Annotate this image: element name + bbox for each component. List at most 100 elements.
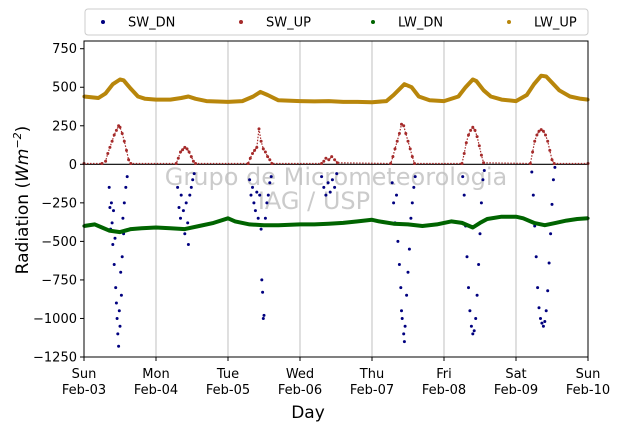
legend-label: SW_UP bbox=[266, 16, 311, 31]
data-point bbox=[129, 227, 133, 231]
data-point bbox=[255, 190, 259, 194]
data-point bbox=[477, 263, 481, 266]
data-point bbox=[534, 255, 538, 259]
data-point bbox=[125, 148, 128, 152]
watermark: Grupo de Micrometeorologia IAG / USP bbox=[165, 163, 507, 215]
data-point bbox=[554, 221, 558, 225]
data-point bbox=[276, 223, 280, 227]
data-point bbox=[194, 97, 198, 101]
data-point bbox=[370, 100, 374, 104]
data-point bbox=[253, 209, 257, 213]
legend-label: LW_UP bbox=[534, 16, 577, 31]
data-point bbox=[106, 152, 110, 155]
data-point bbox=[553, 165, 557, 169]
data-point bbox=[181, 209, 185, 213]
y-tick-label: 500 bbox=[52, 81, 77, 96]
x-tick-label-date: Feb-04 bbox=[134, 383, 178, 398]
series-sw-up bbox=[82, 122, 590, 165]
data-point bbox=[392, 201, 396, 205]
data-point bbox=[248, 156, 252, 160]
data-point bbox=[407, 247, 411, 251]
data-point bbox=[226, 100, 230, 104]
data-point bbox=[541, 324, 545, 328]
data-point bbox=[471, 77, 475, 82]
data-point bbox=[531, 150, 535, 154]
series-line bbox=[83, 214, 589, 235]
data-point bbox=[550, 202, 554, 206]
data-point bbox=[262, 313, 266, 317]
series-lw-up bbox=[82, 73, 590, 105]
data-point bbox=[537, 306, 541, 310]
x-tick-label-date: Feb-05 bbox=[206, 383, 250, 398]
data-point bbox=[251, 185, 254, 189]
data-point bbox=[417, 94, 421, 99]
data-point bbox=[183, 145, 187, 149]
data-point bbox=[461, 175, 465, 179]
data-point bbox=[251, 94, 255, 99]
data-point bbox=[122, 139, 126, 143]
data-point bbox=[469, 324, 473, 328]
data-point bbox=[117, 344, 121, 348]
data-point bbox=[136, 94, 140, 99]
data-point bbox=[531, 193, 535, 197]
data-point bbox=[462, 152, 466, 155]
data-point bbox=[256, 216, 260, 220]
data-point bbox=[140, 226, 144, 230]
data-point bbox=[110, 221, 114, 225]
data-point bbox=[251, 152, 254, 155]
data-point bbox=[403, 324, 407, 328]
data-point bbox=[119, 270, 123, 274]
data-point bbox=[259, 139, 263, 143]
data-point bbox=[472, 329, 476, 333]
data-point bbox=[179, 96, 183, 100]
data-point bbox=[397, 263, 401, 266]
data-point bbox=[104, 159, 108, 163]
data-point bbox=[402, 82, 406, 86]
data-point bbox=[265, 201, 269, 205]
data-point bbox=[122, 78, 126, 82]
data-point bbox=[396, 239, 400, 243]
data-point bbox=[109, 201, 113, 205]
data-point bbox=[579, 97, 583, 101]
data-point bbox=[252, 201, 256, 205]
y-axis-title: Radiation (Wm−2) bbox=[11, 126, 33, 275]
data-point bbox=[478, 232, 482, 236]
data-point bbox=[377, 219, 381, 223]
data-point bbox=[479, 201, 483, 205]
data-point bbox=[413, 175, 417, 179]
data-point bbox=[259, 227, 263, 231]
data-point bbox=[543, 223, 547, 227]
data-point bbox=[93, 222, 97, 226]
data-point bbox=[428, 98, 432, 102]
data-point bbox=[475, 135, 479, 139]
x-tick-label-date: Feb-09 bbox=[494, 383, 538, 398]
x-axis-title: Day bbox=[291, 403, 325, 423]
data-point bbox=[481, 178, 485, 182]
data-point bbox=[184, 201, 188, 205]
data-point bbox=[550, 81, 554, 85]
data-point bbox=[255, 145, 259, 149]
data-point bbox=[253, 148, 257, 152]
x-tick-label-day: Wed bbox=[286, 367, 314, 382]
data-point bbox=[268, 158, 272, 162]
data-point bbox=[575, 217, 579, 221]
data-point bbox=[179, 216, 182, 220]
data-point bbox=[532, 221, 536, 225]
data-point bbox=[536, 286, 540, 290]
data-point bbox=[111, 243, 115, 246]
data-point bbox=[189, 155, 193, 159]
data-point bbox=[100, 225, 104, 230]
data-point bbox=[408, 147, 412, 151]
data-point bbox=[389, 162, 393, 165]
x-tick-label-day: Fri bbox=[436, 367, 452, 382]
x-tick-label-date: Feb-07 bbox=[350, 383, 394, 398]
data-point bbox=[125, 175, 129, 179]
data-point bbox=[500, 98, 504, 102]
data-point bbox=[420, 224, 424, 228]
data-point bbox=[108, 145, 112, 149]
data-point bbox=[298, 222, 302, 226]
data-point bbox=[320, 175, 324, 179]
data-point bbox=[116, 332, 120, 336]
x-tick-label-date: Feb-10 bbox=[566, 383, 610, 398]
